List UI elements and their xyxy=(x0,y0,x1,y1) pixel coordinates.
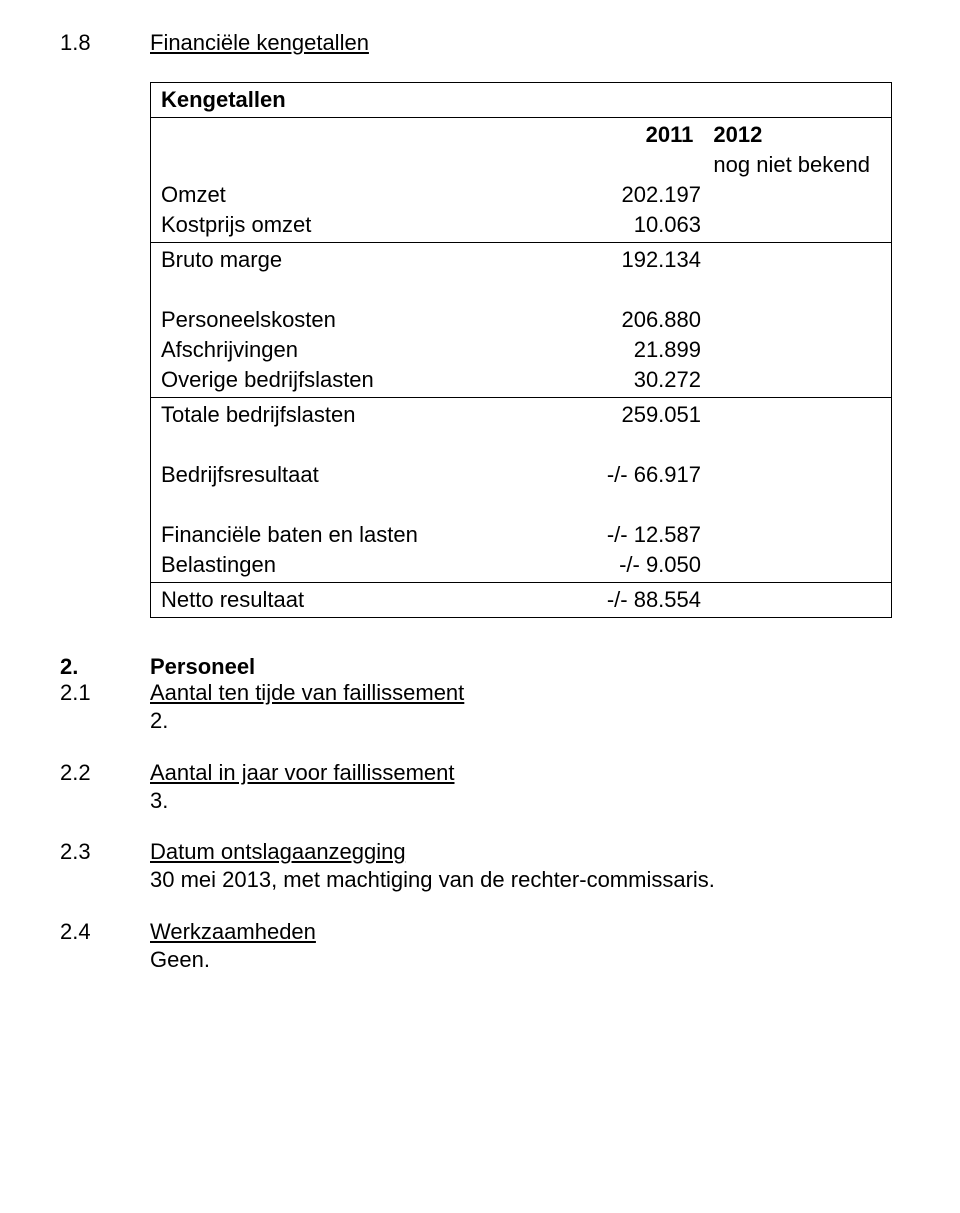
heading-title: Werkzaamheden xyxy=(150,919,900,945)
heading-2-1: 2.1 Aantal ten tijde van faillissement xyxy=(60,680,900,706)
body-text: 30 mei 2013, met machtiging van de recht… xyxy=(150,865,900,895)
row-afschrijvingen-value: 21.899 xyxy=(521,337,711,363)
row-kostprijs-label: Kostprijs omzet xyxy=(161,212,521,238)
box-bruto-section: Bruto marge 192.134 Personeelskosten 206… xyxy=(151,243,891,398)
row-afschrijvingen-label: Afschrijvingen xyxy=(161,337,521,363)
row-bedrijfsresultaat-value: -/- 66.917 xyxy=(521,462,711,488)
row-financiele-label: Financiële baten en lasten xyxy=(161,522,521,548)
row-overige-label: Overige bedrijfslasten xyxy=(161,367,521,393)
heading-number: 2.3 xyxy=(60,839,150,865)
body-2-4: Geen. xyxy=(60,945,900,975)
kengetallen-container: Kengetallen 2011 2012 nog niet bekend xyxy=(60,82,900,618)
body-2-2: 3. xyxy=(60,786,900,816)
row-bruto-value: 192.134 xyxy=(521,247,711,273)
body-text: Geen. xyxy=(150,945,900,975)
heading-number: 2.4 xyxy=(60,919,150,945)
row-totale-value: 259.051 xyxy=(521,402,711,428)
heading-2-2: 2.2 Aantal in jaar voor faillissement xyxy=(60,760,900,786)
heading-number: 2. xyxy=(60,654,150,680)
row-overige-value: 30.272 xyxy=(521,367,711,393)
kengetallen-box: Kengetallen 2011 2012 nog niet bekend xyxy=(150,82,892,618)
row-netto-value: -/- 88.554 xyxy=(521,587,711,613)
box-header-section: 2011 2012 nog niet bekend Omzet 202.197 … xyxy=(151,118,891,243)
heading-number: 2.2 xyxy=(60,760,150,786)
col-2011: 2011 xyxy=(516,122,703,148)
row-personeelskosten-value: 206.880 xyxy=(521,307,711,333)
row-financiele-value: -/- 12.587 xyxy=(521,522,711,548)
row-personeelskosten-label: Personeelskosten xyxy=(161,307,521,333)
col-2012: 2012 xyxy=(703,122,881,148)
heading-title: Datum ontslagaanzegging xyxy=(150,839,900,865)
row-belastingen-value: -/- 9.050 xyxy=(521,552,711,578)
row-omzet-label: Omzet xyxy=(161,182,521,208)
heading-number: 2.1 xyxy=(60,680,150,706)
page: 1.8 Financiële kengetallen Kengetallen 2… xyxy=(0,0,960,1213)
col-2012-note: nog niet bekend xyxy=(703,152,881,178)
row-bedrijfsresultaat-label: Bedrijfsresultaat xyxy=(161,462,521,488)
row-belastingen-label: Belastingen xyxy=(161,552,521,578)
heading-number: 1.8 xyxy=(60,30,150,56)
heading-title: Aantal ten tijde van faillissement xyxy=(150,680,900,706)
heading-2: 2. Personeel xyxy=(60,654,900,680)
table-wrapper: Kengetallen 2011 2012 nog niet bekend xyxy=(150,82,900,618)
row-omzet-value: 202.197 xyxy=(521,182,711,208)
heading-1-8: 1.8 Financiële kengetallen xyxy=(60,30,900,56)
heading-title: Aantal in jaar voor faillissement xyxy=(150,760,900,786)
box-title: Kengetallen xyxy=(161,87,521,113)
heading-title: Financiële kengetallen xyxy=(150,30,900,56)
row-netto-label: Netto resultaat xyxy=(161,587,521,613)
heading-title: Personeel xyxy=(150,654,900,680)
row-bruto-label: Bruto marge xyxy=(161,247,521,273)
body-2-3: 30 mei 2013, met machtiging van de recht… xyxy=(60,865,900,895)
box-totale-section: Totale bedrijfslasten 259.051 Bedrijfsre… xyxy=(151,398,891,583)
box-netto-section: Netto resultaat -/- 88.554 xyxy=(151,583,891,618)
heading-2-4: 2.4 Werkzaamheden xyxy=(60,919,900,945)
body-text: 3. xyxy=(150,786,900,816)
body-2-1: 2. xyxy=(60,706,900,736)
heading-2-3: 2.3 Datum ontslagaanzegging xyxy=(60,839,900,865)
body-text: 2. xyxy=(150,706,900,736)
row-kostprijs-value: 10.063 xyxy=(521,212,711,238)
box-title-section: Kengetallen xyxy=(151,83,891,118)
row-totale-label: Totale bedrijfslasten xyxy=(161,402,521,428)
